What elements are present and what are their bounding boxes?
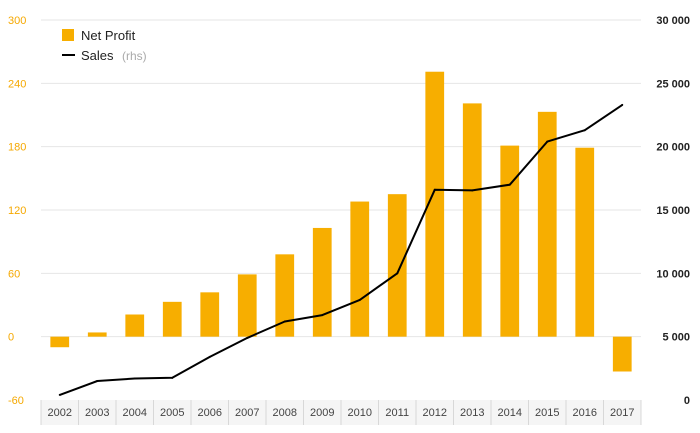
net-profit-bars — [50, 71, 632, 372]
x-tick-label: 2016 — [573, 407, 597, 419]
x-tick-label: 2007 — [235, 407, 259, 419]
sales-point-2003 — [96, 380, 99, 382]
right-tick-label: 30 000 — [656, 15, 690, 27]
legend-sales-label: Sales — [81, 48, 114, 63]
left-tick-label: 180 — [8, 142, 26, 154]
bar-net-profit-2013 — [462, 103, 482, 337]
sales-point-2012 — [433, 188, 436, 191]
bar-net-profit-2008 — [275, 254, 295, 337]
bar-net-profit-2009 — [312, 227, 332, 337]
left-axis-ticks: -60 0 60 120 180 240 300 — [8, 15, 26, 407]
x-tick-label: 2010 — [348, 407, 372, 419]
legend: Net Profit Sales (rhs) — [62, 28, 147, 64]
x-tick-label: 2002 — [48, 407, 72, 419]
right-tick-label: 10 000 — [656, 268, 690, 280]
sales-point-2013 — [471, 189, 474, 192]
sales-point-2015 — [546, 140, 549, 143]
x-tick-label: 2013 — [460, 407, 484, 419]
bar-net-profit-2012 — [425, 71, 445, 337]
left-tick-label: 0 — [8, 332, 14, 344]
sales-point-2009 — [321, 314, 324, 317]
legend-sales-suffix: (rhs) — [122, 49, 147, 63]
sales-point-2007 — [246, 336, 249, 339]
x-tick-label: 2017 — [610, 407, 634, 419]
bar-net-profit-2010 — [350, 201, 370, 337]
x-tick-label: 2008 — [273, 407, 297, 419]
legend-net-profit-label: Net Profit — [81, 28, 136, 43]
right-tick-label: 25 000 — [656, 78, 690, 90]
bar-net-profit-2011 — [387, 194, 407, 337]
left-tick-label: 60 — [8, 268, 20, 280]
bar-net-profit-2014 — [500, 145, 520, 337]
left-tick-label: -60 — [8, 395, 24, 407]
x-tick-label: 2009 — [310, 407, 334, 419]
left-tick-label: 240 — [8, 78, 26, 90]
sales-point-2014 — [508, 183, 511, 186]
x-tick-label: 2015 — [535, 407, 559, 419]
bar-net-profit-2004 — [125, 314, 145, 337]
right-tick-label: 15 000 — [656, 205, 690, 217]
x-tick-label: 2003 — [85, 407, 109, 419]
sales-point-2002 — [58, 393, 61, 396]
sales-point-2010 — [358, 298, 361, 301]
x-tick-label: 2012 — [423, 407, 447, 419]
right-tick-label: 5 000 — [662, 332, 690, 344]
legend-net-profit-swatch — [62, 29, 74, 41]
bar-net-profit-2002 — [50, 336, 70, 348]
left-tick-label: 300 — [8, 15, 26, 27]
x-tick-label: 2014 — [498, 407, 522, 419]
sales-point-2016 — [583, 129, 586, 132]
bar-net-profit-2003 — [87, 332, 107, 337]
x-tick-label: 2004 — [123, 407, 147, 419]
legend-sales-entry: Sales (rhs) — [81, 47, 147, 64]
bar-net-profit-2017 — [612, 336, 632, 372]
left-tick-label: 120 — [8, 205, 26, 217]
sales-line — [59, 104, 623, 396]
bar-net-profit-2016 — [575, 147, 595, 337]
bar-net-profit-2005 — [162, 301, 182, 337]
bar-net-profit-2007 — [237, 274, 257, 337]
x-tick-label: 2011 — [385, 407, 409, 419]
sales-point-2005 — [171, 376, 174, 379]
sales-point-2006 — [208, 355, 211, 358]
x-tick-label: 2005 — [160, 407, 184, 419]
x-axis-ticks: 2002 2003 2004 2005 2006 2007 2008 2009 2010 2011… — [40, 400, 642, 425]
bar-net-profit-2006 — [200, 292, 220, 337]
sales-line-group — [58, 103, 624, 396]
bar-net-profit-2015 — [537, 111, 557, 337]
right-axis-ticks: 0 5 000 10 000 15 000 20 000 25 000 30 000 — [656, 15, 690, 407]
sales-point-2011 — [396, 272, 399, 275]
right-tick-label: 20 000 — [656, 142, 690, 154]
right-tick-label: 0 — [684, 395, 690, 407]
sales-point-2008 — [283, 320, 286, 323]
sales-point-2017 — [621, 103, 624, 106]
sales-point-2004 — [133, 377, 136, 380]
x-tick-label: 2006 — [198, 407, 222, 419]
